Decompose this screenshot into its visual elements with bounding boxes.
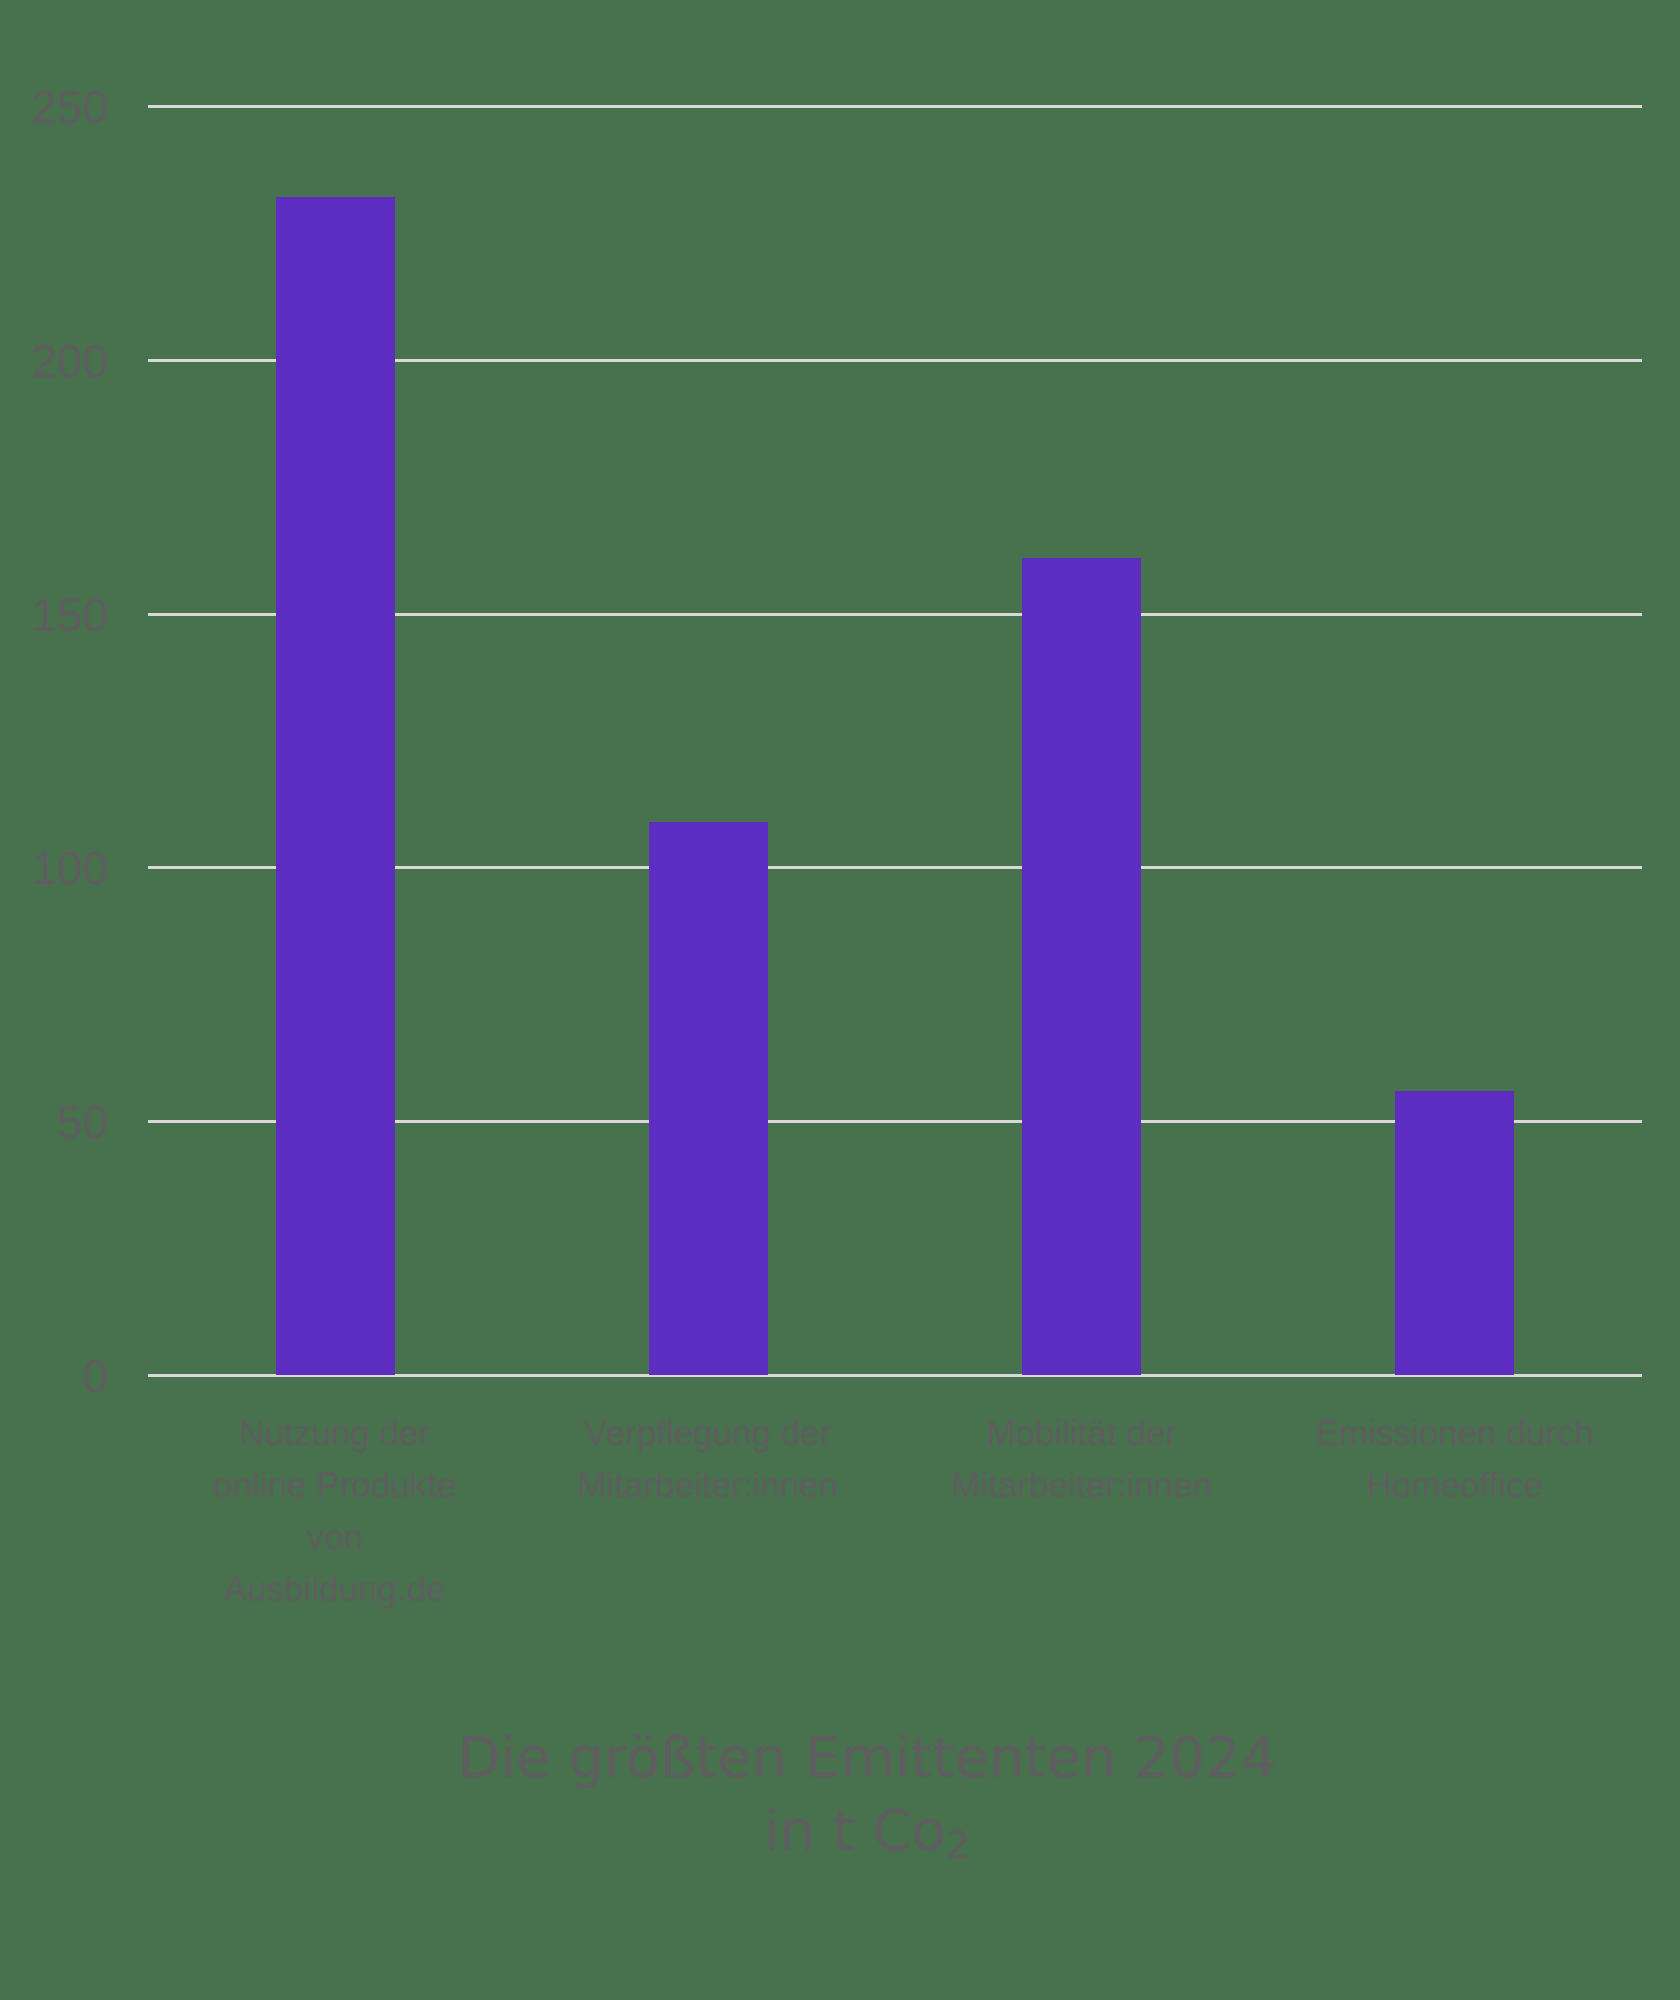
y-tick-100: 100 (31, 842, 108, 894)
bar-verpflegung (649, 821, 768, 1375)
x-label-verpflegung: Verpflegung der Mitarbeiter:innen (577, 1414, 838, 1505)
y-tick-200: 200 (31, 335, 108, 387)
bar-homeoffice (1395, 1090, 1514, 1375)
y-tick-50: 50 (56, 1096, 108, 1148)
x-label-mobilitaet: Mobilität der Mitarbeiter:innen (951, 1414, 1212, 1505)
y-tick-0: 0 (82, 1350, 108, 1402)
gridline-100 (148, 866, 1642, 869)
y-tick-250: 250 (31, 81, 108, 133)
gridline-50 (148, 1120, 1642, 1123)
y-tick-150: 150 (31, 589, 108, 641)
x-label-homeoffice: Emissionen durch Homeoffice (1315, 1414, 1594, 1505)
chart-title-line-2: in t Co2 (0, 1795, 1680, 1868)
chart-title-subscript: 2 (945, 1823, 971, 1867)
gridline-0 (148, 1374, 1642, 1377)
gridline-250 (148, 105, 1642, 108)
chart-title-unit: in t Co (763, 1799, 946, 1864)
gridline-150 (148, 613, 1642, 616)
chart-title: Die größten Emittenten 2024 in t Co2 (0, 1722, 1680, 1868)
bar-mobilitaet (1022, 557, 1141, 1375)
gridline-200 (148, 359, 1642, 362)
x-label-online-produkte: Nutzung der online Produkte von Ausbildu… (212, 1414, 457, 1609)
chart-title-line-1: Die größten Emittenten 2024 (457, 1726, 1277, 1791)
bar-online-produkte (276, 197, 395, 1375)
